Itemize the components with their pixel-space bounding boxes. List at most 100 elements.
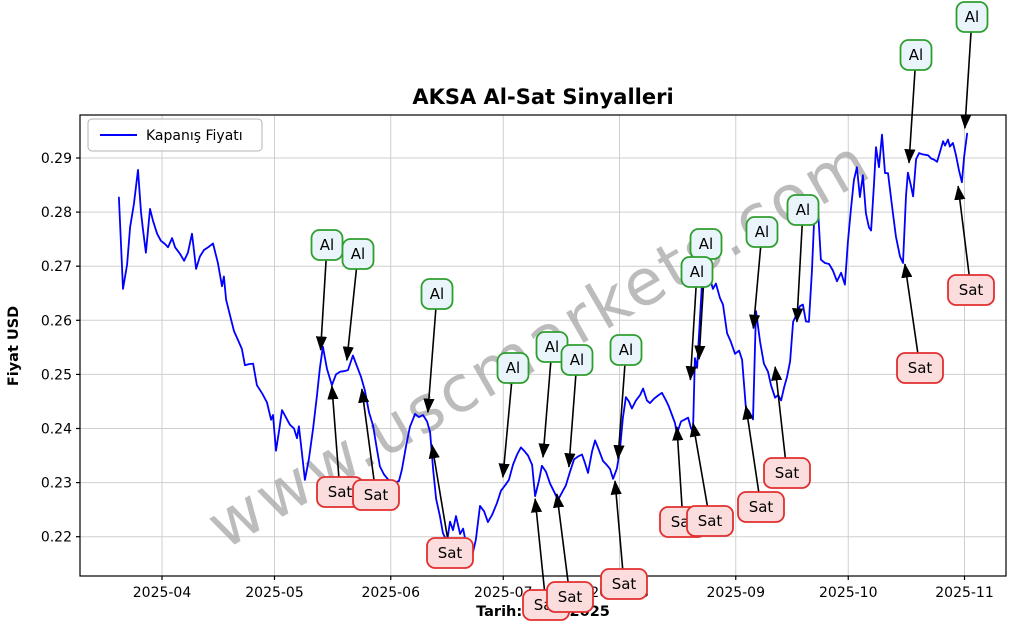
signal-badge-box [955, 1, 989, 33]
y-tick-label: 0.25 [41, 367, 72, 383]
signal-arrow [428, 443, 451, 554]
buy-signal-badge: Al [899, 39, 933, 71]
signal-label: Al [619, 341, 633, 359]
x-tick-label: 2025-09 [707, 585, 766, 601]
signal-arrow [689, 422, 711, 522]
y-tick-label: 0.23 [41, 476, 72, 492]
signal-label: Sat [328, 483, 353, 501]
signal-badge-box [899, 39, 933, 71]
y-tick-label: 0.22 [41, 530, 72, 546]
signal-badge-box [686, 505, 734, 537]
x-tick-label: 2025-07 [474, 585, 533, 601]
buy-signal-badge: Al [310, 229, 344, 261]
signal-label: Sat [558, 588, 583, 606]
signal-badge-box [680, 256, 714, 288]
buy-signal-badge: Al [955, 1, 989, 33]
tick-layer: 0.29 0.28 0.27 0.26 0.25 0.24 0.23 0.22 2025-04 2… [41, 151, 994, 601]
signal-label: Al [909, 46, 923, 64]
buy-signal-badge: Al [689, 228, 723, 260]
sell-signal-badge: Sat [316, 476, 364, 508]
signal-label: Al [699, 235, 713, 253]
y-tick-label: 0.29 [41, 151, 72, 167]
signal-badge-box [426, 537, 474, 569]
signal-arrow [358, 388, 377, 496]
signal-arrow [342, 253, 359, 362]
buy-signal-badge: Al [786, 194, 820, 226]
sell-signal-badge: Sat [947, 274, 995, 306]
signal-label: Al [965, 8, 979, 26]
signal-label: Sat [612, 575, 637, 593]
signal-badge-box [496, 352, 530, 384]
signal-label: Al [351, 245, 365, 263]
signal-badge-box [560, 344, 594, 376]
signal-label: Sat [364, 486, 389, 504]
signal-badge-box [341, 238, 375, 270]
y-tick-label: 0.24 [41, 422, 72, 438]
signal-arrow [613, 349, 627, 460]
sell-signal-badge: Sat [600, 568, 648, 600]
signal-label: Sat [959, 281, 984, 299]
signal-badge-box [737, 491, 785, 523]
signal-badge-box [546, 581, 594, 613]
x-tick-label: 2025-04 [133, 585, 192, 601]
signal-badge-box [420, 278, 454, 310]
buy-signal-badge: Al [560, 344, 594, 376]
signal-label: Sat [749, 498, 774, 516]
buy-signal-badge: Al [496, 352, 530, 384]
legend-box [87, 118, 263, 152]
buy-signal-badge: Al [535, 331, 569, 363]
signal-badge-box [947, 274, 995, 306]
signal-badge-box [896, 352, 944, 384]
signal-arrow [327, 384, 341, 493]
signal-arrow [771, 366, 788, 474]
signal-arrow [315, 244, 328, 351]
y-tick-label: 0.26 [41, 313, 72, 329]
x-tick-label: 2025-05 [245, 585, 304, 601]
signal-arrow [538, 346, 553, 458]
x-tick-label: 2025-10 [819, 585, 878, 601]
y-tick-label: 0.28 [41, 205, 72, 221]
legend: Kapanış Fiyatı [87, 118, 263, 152]
signal-label: Sat [698, 512, 723, 530]
signal-label: Al [320, 236, 334, 254]
buy-signal-badge: Al [341, 238, 375, 270]
y-tick-label: 0.27 [41, 259, 72, 275]
legend-label: Kapanış Fiyatı [146, 128, 243, 144]
signal-label: Sat [438, 544, 463, 562]
signal-arrow [564, 359, 578, 468]
signal-label: Al [430, 285, 444, 303]
sell-signal-badge: Sat [426, 537, 474, 569]
signal-arrow [960, 16, 973, 130]
signal-arrow [685, 271, 698, 381]
signal-label: Al [506, 359, 520, 377]
signal-arrow [749, 231, 763, 330]
buy-signal-badge: Al [680, 256, 714, 288]
buy-signal-badge: Al [745, 216, 779, 248]
signal-badge-box [763, 457, 811, 489]
signal-arrow [530, 498, 547, 606]
x-tick-label: 2025-06 [362, 585, 421, 601]
signal-label: Al [690, 263, 704, 281]
signal-label: Al [545, 338, 559, 356]
signal-arrow [553, 493, 571, 598]
signal-badge-box [745, 216, 779, 248]
signal-label: Sat [775, 464, 800, 482]
signal-arrow [954, 185, 972, 291]
signal-arrow [498, 367, 514, 478]
signal-label: Sat [908, 359, 933, 377]
signal-label: Al [796, 201, 810, 219]
signal-badge-box [786, 194, 820, 226]
signal-arrow [423, 293, 438, 414]
price-line [118, 132, 968, 558]
sell-signal-badge: Sat [686, 505, 734, 537]
signal-arrow [901, 263, 921, 369]
signal-label: Al [755, 223, 769, 241]
signal-label: Al [570, 351, 584, 369]
signal-arrow [610, 480, 625, 585]
sell-signal-badge: Sat [896, 352, 944, 384]
signal-arrow [742, 404, 762, 508]
sell-signal-badge: Sat [546, 581, 594, 613]
y-axis-label: Fiyat USD [6, 306, 22, 386]
